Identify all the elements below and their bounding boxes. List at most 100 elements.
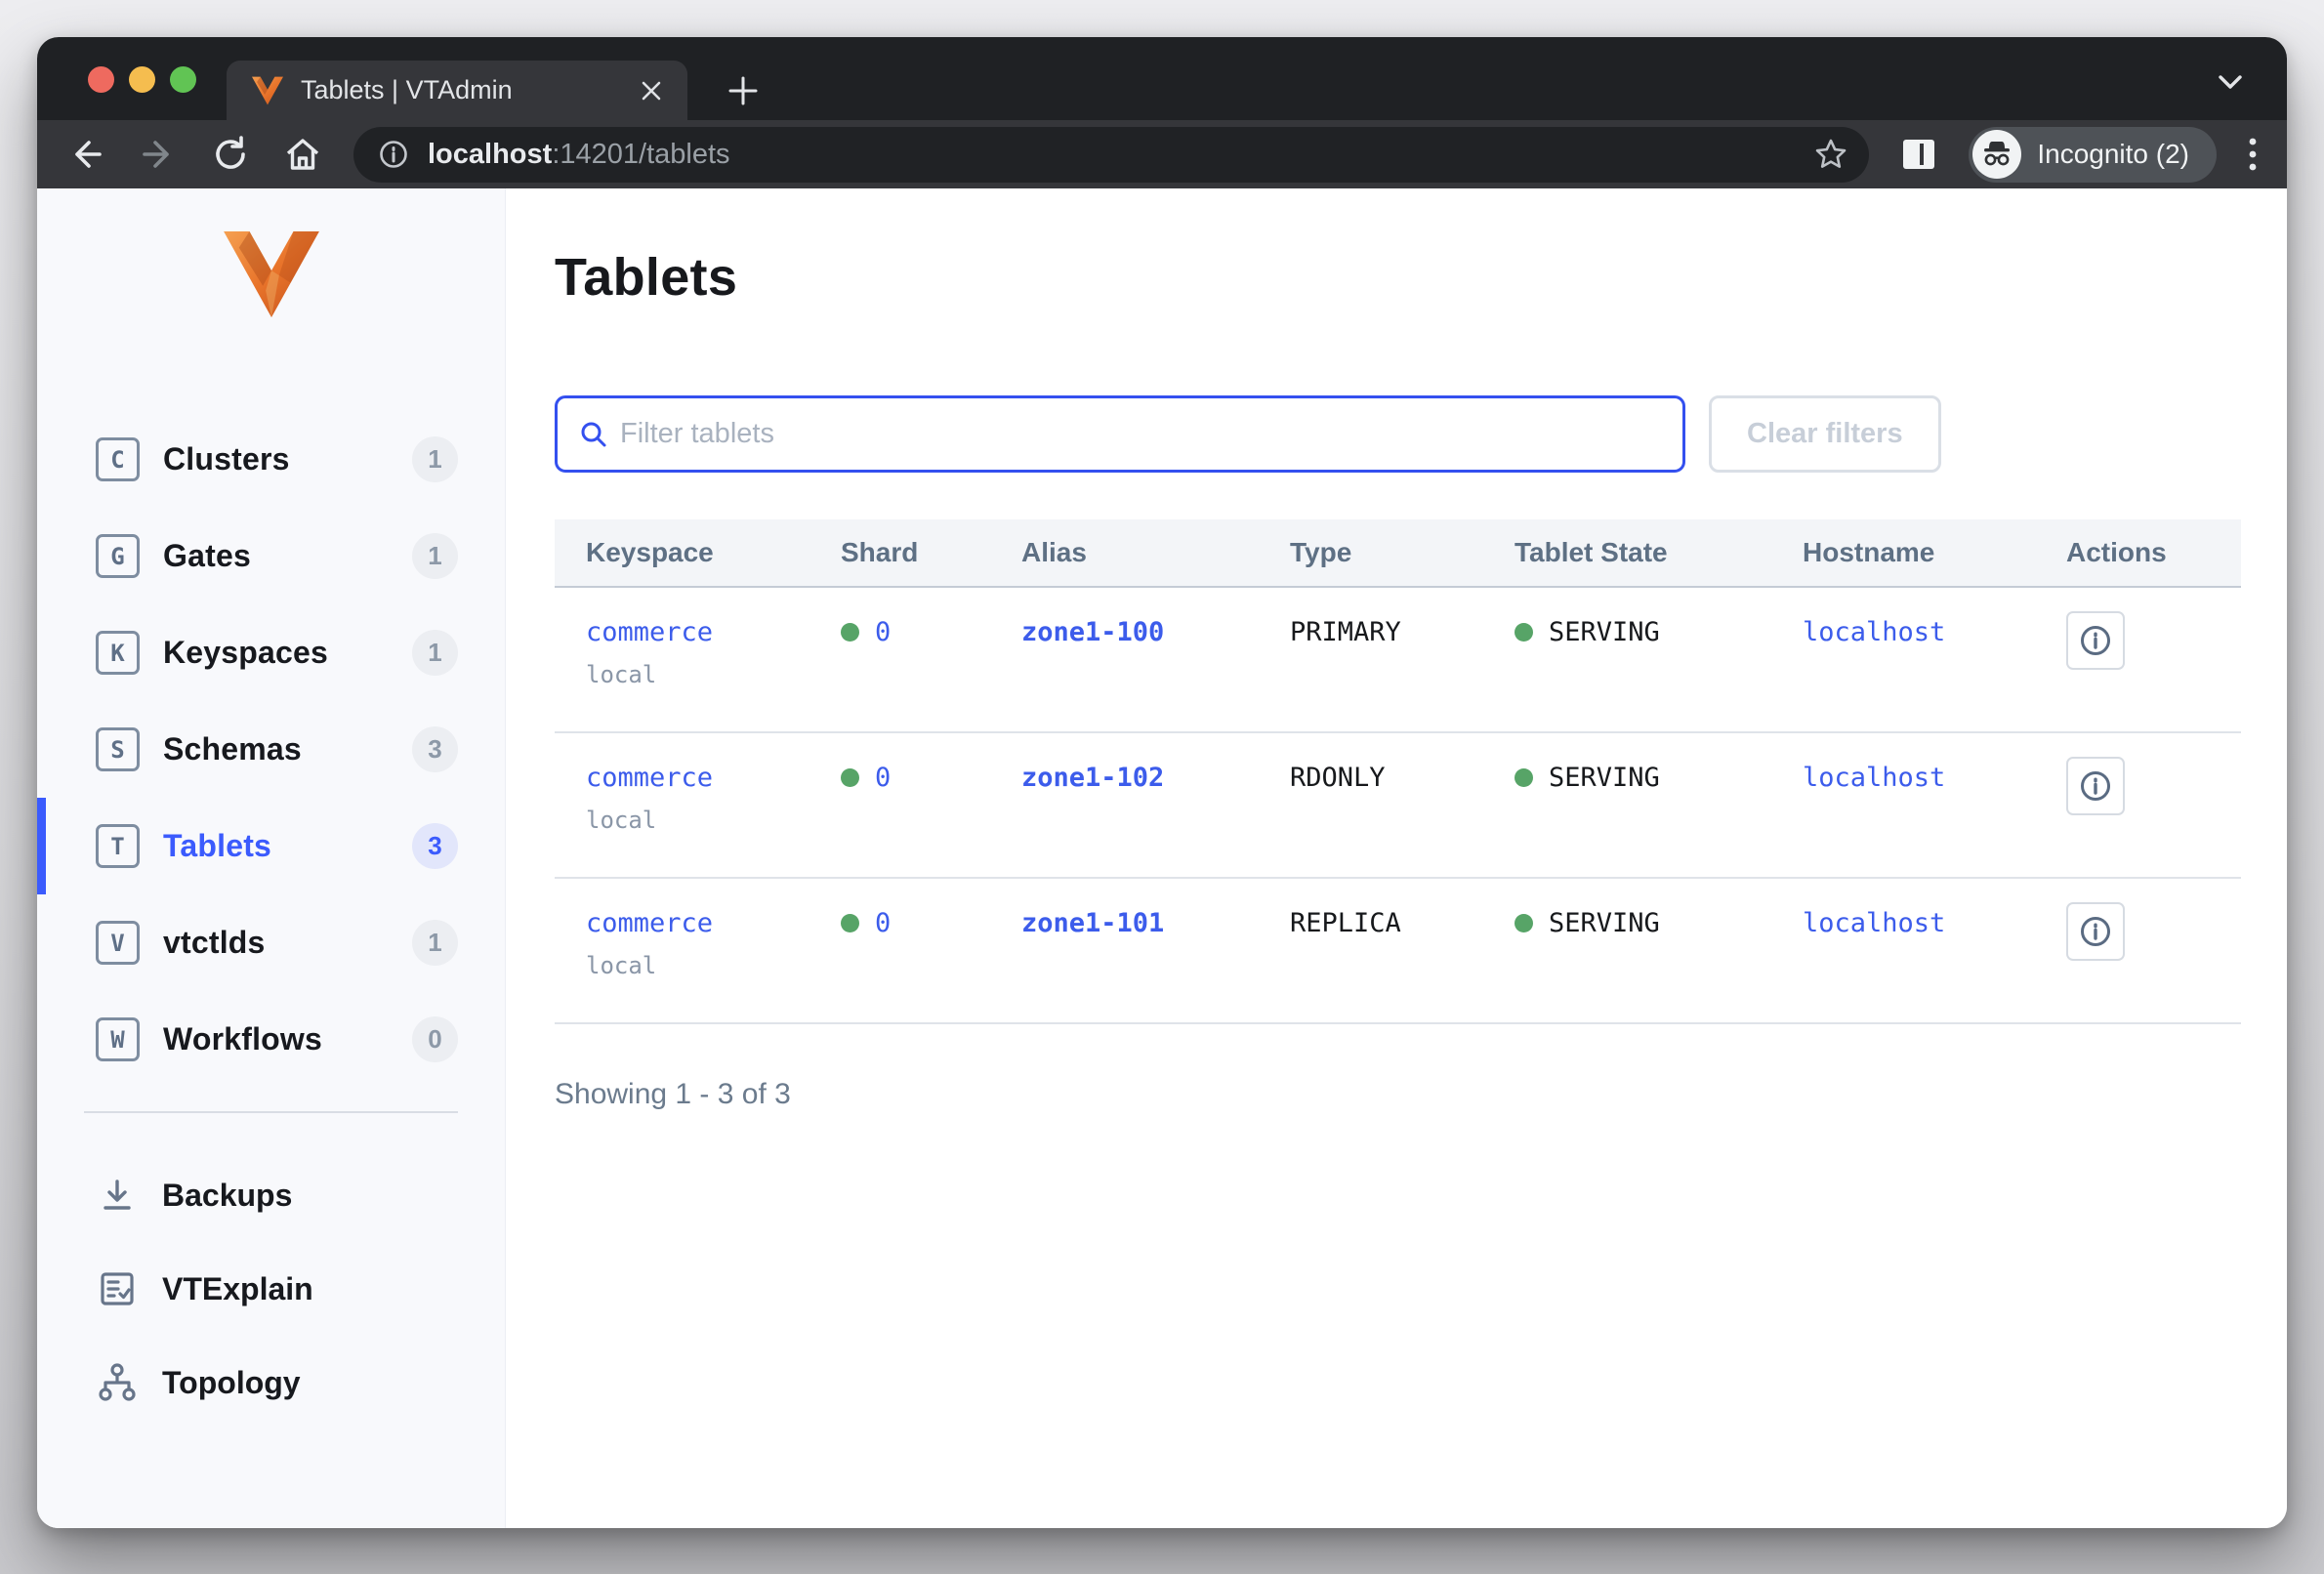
table-row: commerce local 0 zone1-100 PRIMARY SERVI… xyxy=(555,588,2241,733)
sidebar: C Clusters 1 G Gates 1 K Keyspaces 1 S S… xyxy=(37,188,506,1528)
tab-tablets[interactable]: Tablets | VTAdmin xyxy=(227,61,687,120)
keyspace-link[interactable]: commerce xyxy=(586,617,714,647)
tablet-type: REPLICA xyxy=(1290,908,1401,938)
new-tab-button[interactable] xyxy=(726,74,760,107)
sidebar-item-workflows[interactable]: W Workflows 0 xyxy=(37,991,505,1088)
bookmark-star-icon[interactable] xyxy=(1812,136,1849,173)
keyspace-link[interactable]: commerce xyxy=(586,763,714,793)
tablet-alias-link[interactable]: zone1-101 xyxy=(1021,908,1165,938)
sidebar-item-vtexplain[interactable]: VTExplain xyxy=(37,1242,505,1336)
serving-status-dot xyxy=(1515,914,1533,932)
side-panel-icon[interactable] xyxy=(1898,134,1939,175)
sidebar-item-backups[interactable]: Backups xyxy=(37,1148,505,1242)
column-header-alias: Alias xyxy=(1021,537,1087,567)
keyspace-link[interactable]: commerce xyxy=(586,908,714,938)
serving-status-dot xyxy=(1515,623,1533,642)
shard-link[interactable]: 0 xyxy=(875,908,892,938)
sidebar-item-clusters[interactable]: C Clusters 1 xyxy=(37,411,505,508)
search-icon xyxy=(577,418,610,451)
window-controls[interactable] xyxy=(88,66,196,93)
sidebar-item-label: Clusters xyxy=(163,441,290,476)
column-header-tablet-state: Tablet State xyxy=(1515,537,1668,567)
sidebar-nav: C Clusters 1 G Gates 1 K Keyspaces 1 S S… xyxy=(37,411,505,1088)
app-content: C Clusters 1 G Gates 1 K Keyspaces 1 S S… xyxy=(37,188,2287,1528)
sidebar-item-schemas[interactable]: S Schemas 3 xyxy=(37,701,505,798)
column-header-type: Type xyxy=(1290,537,1352,567)
schemas-icon: S xyxy=(96,727,140,771)
column-header-keyspace: Keyspace xyxy=(586,537,714,567)
minimize-window-button[interactable] xyxy=(129,66,155,93)
table-header-row: Keyspace Shard Alias Type Tablet State H… xyxy=(555,519,2241,588)
incognito-label: Incognito (2) xyxy=(2037,139,2189,169)
shard-status-dot xyxy=(841,623,859,642)
cluster-name: local xyxy=(586,807,657,834)
tablet-type: RDONLY xyxy=(1290,763,1386,793)
browser-menu-icon[interactable] xyxy=(2246,133,2260,176)
sidebar-item-label: Tablets xyxy=(163,828,272,863)
sidebar-item-label: Keyspaces xyxy=(163,635,329,670)
main-panel: Tablets Clear filters Keyspace Sh xyxy=(506,188,2287,1528)
vitess-favicon-icon xyxy=(252,76,283,105)
filter-tablets-input[interactable] xyxy=(620,418,1663,450)
home-icon[interactable] xyxy=(281,133,324,176)
column-header-hostname: Hostname xyxy=(1803,537,1935,567)
browser-window: Tablets | VTAdmin xyxy=(37,37,2287,1528)
tablet-info-button[interactable] xyxy=(2066,611,2125,670)
count-badge: 1 xyxy=(412,436,458,482)
profile-badge[interactable]: Incognito (2) xyxy=(1969,126,2217,183)
tablets-table: Keyspace Shard Alias Type Tablet State H… xyxy=(555,519,2241,1024)
tablet-state: SERVING xyxy=(1549,908,1660,938)
tab-strip: Tablets | VTAdmin xyxy=(37,37,2287,120)
sidebar-item-tablets[interactable]: T Tablets 3 xyxy=(37,798,505,894)
gates-icon: G xyxy=(96,534,140,578)
shard-status-dot xyxy=(841,914,859,932)
address-bar[interactable]: localhost:14201/tablets xyxy=(353,126,1870,183)
hostname-link[interactable]: localhost xyxy=(1803,617,1946,647)
tablet-state: SERVING xyxy=(1549,617,1660,647)
filter-box xyxy=(555,395,1685,473)
back-icon[interactable] xyxy=(64,133,107,176)
sidebar-item-vtctlds[interactable]: V vtctlds 1 xyxy=(37,894,505,991)
count-badge: 1 xyxy=(412,533,458,579)
tablet-state: SERVING xyxy=(1549,763,1660,793)
clear-filters-button[interactable]: Clear filters xyxy=(1709,395,1941,473)
tablet-info-button[interactable] xyxy=(2066,902,2125,961)
vitess-logo[interactable] xyxy=(223,231,319,317)
close-tab-icon[interactable] xyxy=(639,78,664,104)
hostname-link[interactable]: localhost xyxy=(1803,763,1946,793)
tablet-type: PRIMARY xyxy=(1290,617,1401,647)
sidebar-item-topology[interactable]: Topology xyxy=(37,1336,505,1429)
sidebar-item-label: Workflows xyxy=(163,1021,323,1056)
site-info-icon[interactable] xyxy=(377,138,410,171)
vtexplain-icon xyxy=(94,1268,141,1309)
column-header-shard: Shard xyxy=(841,537,919,567)
tab-search-chevron-icon[interactable] xyxy=(2215,70,2246,94)
tablets-icon: T xyxy=(96,824,140,868)
shard-status-dot xyxy=(841,768,859,787)
sidebar-item-keyspaces[interactable]: K Keyspaces 1 xyxy=(37,604,505,701)
shard-link[interactable]: 0 xyxy=(875,617,892,647)
reload-icon[interactable] xyxy=(209,133,252,176)
sidebar-item-gates[interactable]: G Gates 1 xyxy=(37,508,505,604)
count-badge: 3 xyxy=(412,726,458,772)
tablet-alias-link[interactable]: zone1-102 xyxy=(1021,763,1165,793)
cluster-name: local xyxy=(586,661,657,688)
tablet-info-button[interactable] xyxy=(2066,757,2125,815)
keyspaces-icon: K xyxy=(96,631,140,675)
url-text: localhost:14201/tablets xyxy=(428,138,730,170)
vtctlds-icon: V xyxy=(96,921,140,965)
sidebar-item-label: Backups xyxy=(162,1177,293,1213)
close-window-button[interactable] xyxy=(88,66,114,93)
incognito-icon xyxy=(1972,130,2022,179)
tablet-alias-link[interactable]: zone1-100 xyxy=(1021,617,1165,647)
forward-icon[interactable] xyxy=(137,133,180,176)
shard-link[interactable]: 0 xyxy=(875,763,892,793)
serving-status-dot xyxy=(1515,768,1533,787)
tab-title: Tablets | VTAdmin xyxy=(301,75,513,104)
hostname-link[interactable]: localhost xyxy=(1803,908,1946,938)
sidebar-item-label: vtctlds xyxy=(163,925,266,960)
maximize-window-button[interactable] xyxy=(170,66,196,93)
count-badge: 3 xyxy=(412,823,458,869)
table-row: commerce local 0 zone1-102 RDONLY SERVIN… xyxy=(555,733,2241,879)
topology-icon xyxy=(94,1362,141,1403)
